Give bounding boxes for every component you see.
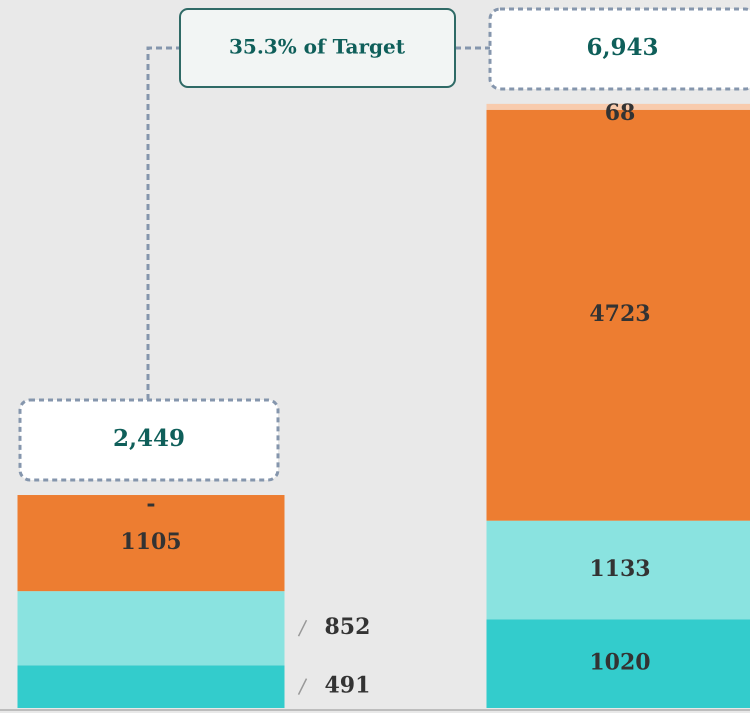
leader-line — [297, 619, 308, 637]
data-label: 1105 — [120, 529, 181, 555]
connector — [146, 46, 490, 400]
annotation: 35.3% of Target — [229, 35, 406, 59]
bar-segment — [17, 495, 285, 592]
data-label: 4723 — [589, 301, 650, 327]
bar-segment — [486, 103, 750, 110]
data-label: 852 — [325, 614, 371, 640]
data-label: 1133 — [589, 556, 650, 582]
bar-segment — [17, 665, 285, 708]
bar-segment — [17, 591, 285, 666]
bar-segment — [486, 520, 750, 620]
total-label: 6,943 — [586, 34, 658, 61]
total-box — [18, 398, 280, 482]
leader-line — [297, 678, 308, 695]
total-box — [488, 7, 750, 91]
data-label: 1020 — [589, 650, 650, 676]
data-label: - — [146, 491, 155, 517]
data-label: 68 — [605, 100, 636, 126]
data-label: 491 — [325, 673, 371, 699]
total-label: 2,449 — [113, 425, 185, 452]
annotation-box — [179, 8, 456, 88]
bar-segment — [486, 619, 750, 708]
bar-segment — [486, 109, 750, 521]
